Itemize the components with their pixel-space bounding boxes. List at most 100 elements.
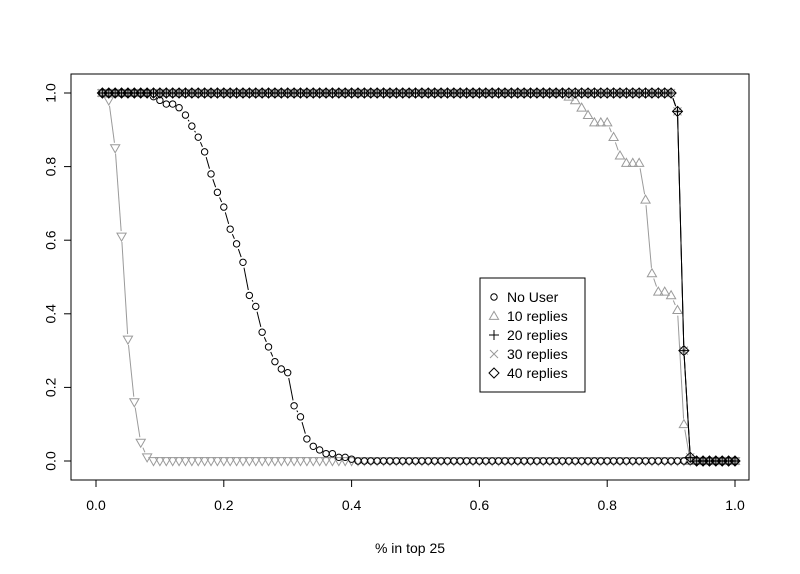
data-point [309,442,317,450]
data-point [173,457,185,467]
data-point [186,457,198,467]
data-point [205,457,217,467]
y-tick-label: 0.0 [43,451,59,471]
data-point [109,144,121,154]
series-line-segment [301,421,306,434]
data-point [614,149,626,160]
legend-item: No User [490,289,559,305]
data-point [148,457,159,467]
data-point [730,456,740,466]
data-point [181,111,190,119]
series-line-segment [187,119,190,122]
data-point [627,157,639,167]
data-point [671,105,684,118]
series-line-segment [270,351,274,357]
data-point [277,365,286,373]
data-point [211,457,223,467]
legend-marker [490,293,498,301]
legend-item: 20 replies [489,327,568,343]
legend-item: 30 replies [489,346,568,362]
data-point [665,87,677,99]
series-line-segment [212,178,217,188]
data-point [231,457,243,467]
series-line-segment [205,157,210,169]
data-point [284,368,292,377]
data-point [269,457,281,467]
axes-layer: 0.0 0.2 0.4 0.6 0.8 1.0 0.0 0.2 0.4 0.6 0.8 1.0 [43,83,745,513]
series-line-segment [683,356,691,452]
data-point [672,304,683,315]
series-line-segment [109,105,115,143]
data-point [678,345,689,356]
legend-marker [488,367,500,379]
data-point [290,402,298,410]
legend-label: 10 replies [507,308,568,324]
data-point [301,457,313,467]
series-line-segment [256,311,262,327]
series-line-segment [684,429,690,456]
data-point [296,413,305,421]
data-point [685,452,696,463]
data-point [256,457,268,467]
data-point [333,457,345,467]
x-tick-label: 1.0 [725,497,745,513]
series-line-segment [134,407,141,438]
data-point [601,116,613,127]
data-point [295,457,306,467]
data-point [576,102,588,112]
series-line-segment [677,116,685,346]
legend-marker [488,310,500,320]
series-line-segment [219,197,223,203]
data-point [239,258,247,266]
data-point [282,457,294,467]
data-point [167,457,179,467]
data-point [128,398,140,408]
data-point [258,328,266,336]
data-point [678,418,690,429]
series-line-segment [115,153,122,232]
y-tick-label: 0.2 [43,377,59,397]
series-no-user [98,89,739,465]
data-point [263,457,274,467]
x-tick-label: 0.0 [86,497,106,513]
data-point [582,109,594,119]
data-point [264,343,273,351]
legend-label: 40 replies [507,365,568,381]
legend: No User 10 replies 20 replies 30 replies 40 … [479,277,586,393]
series-line-segment [653,278,657,287]
data-point [243,457,255,467]
x-tick-label: 0.4 [342,497,362,513]
data-point [678,344,690,357]
series-line-segment [128,344,135,397]
series-line-segment [608,127,612,133]
data-point [154,457,166,467]
data-point [620,157,632,167]
data-point [224,457,236,467]
series-line-segment [231,234,235,240]
data-point [646,267,658,278]
data-point [175,104,183,112]
data-point [194,133,202,141]
series-line-segment [288,377,294,401]
series-line-segment [677,315,685,419]
series-line-segment [237,248,242,258]
data-point [207,170,215,178]
legend-label: 30 replies [507,346,568,362]
data-point [288,457,300,467]
legend-label: 20 replies [507,327,568,343]
data-point [652,286,664,296]
series-line-segment [121,241,129,335]
data-point [250,457,262,467]
series-line-segment [199,142,203,148]
legend-marker [489,330,499,340]
series-40-replies [96,87,741,467]
y-tick-label: 1.0 [43,83,59,103]
series-line-segment [243,267,249,291]
legend-label: No User [507,289,559,305]
data-point [252,302,260,311]
data-point [665,289,677,300]
data-point [271,357,279,366]
data-point [168,100,177,108]
y-tick-label: 0.8 [43,157,59,177]
data-point [135,438,147,449]
